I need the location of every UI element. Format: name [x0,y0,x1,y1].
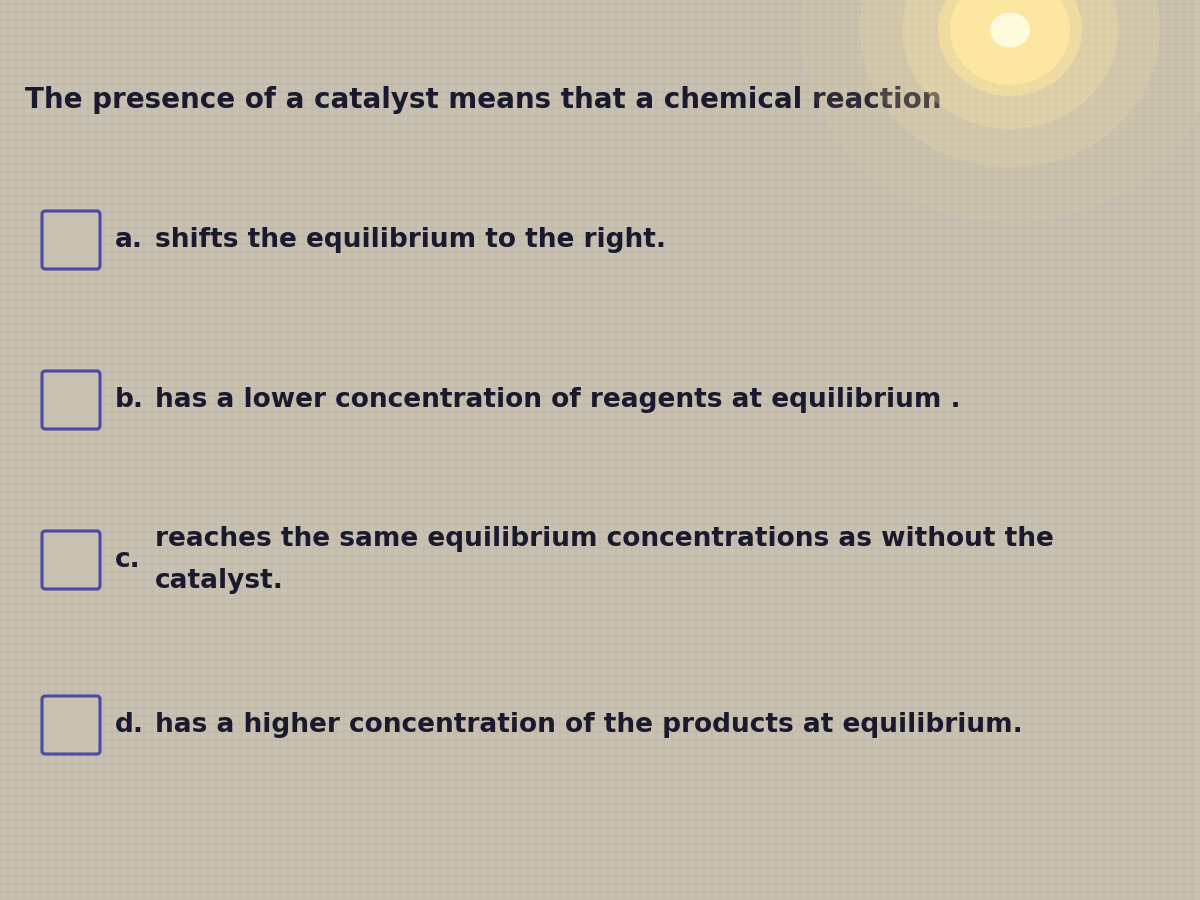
FancyBboxPatch shape [42,696,100,754]
FancyBboxPatch shape [42,211,100,269]
FancyBboxPatch shape [42,531,100,589]
Text: has a higher concentration of the products at equilibrium.: has a higher concentration of the produc… [155,712,1022,738]
Text: catalyst.: catalyst. [155,568,284,594]
Ellipse shape [902,0,1118,129]
Text: has a lower concentration of reagents at equilibrium .: has a lower concentration of reagents at… [155,387,961,413]
Ellipse shape [950,0,1070,85]
Text: reaches the same equilibrium concentrations as without the: reaches the same equilibrium concentrati… [155,526,1054,552]
Text: The presence of a catalyst means that a chemical reaction: The presence of a catalyst means that a … [25,86,942,114]
Text: shifts the equilibrium to the right.: shifts the equilibrium to the right. [155,227,666,253]
FancyBboxPatch shape [42,371,100,429]
Text: a.: a. [115,227,143,253]
Ellipse shape [938,0,1082,96]
Text: d.: d. [115,712,144,738]
Text: c.: c. [115,547,140,573]
Ellipse shape [860,0,1160,167]
Ellipse shape [990,13,1030,48]
Text: b.: b. [115,387,144,413]
Ellipse shape [800,0,1200,222]
